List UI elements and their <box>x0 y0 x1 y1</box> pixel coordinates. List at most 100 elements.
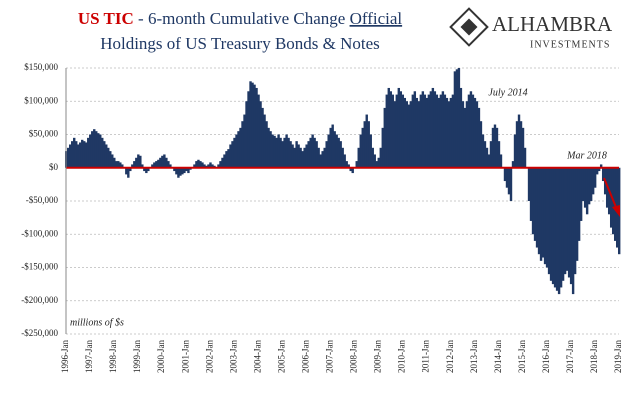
bar <box>297 144 300 168</box>
annotation: millions of $s <box>70 317 124 328</box>
bar <box>235 134 238 168</box>
bar <box>465 101 469 168</box>
bar <box>535 167 539 248</box>
bar <box>113 157 116 168</box>
bar <box>263 114 266 168</box>
bar <box>351 167 354 174</box>
bar <box>343 154 346 168</box>
bar <box>541 167 545 258</box>
bar <box>253 84 256 168</box>
bar <box>315 141 318 168</box>
bar <box>529 167 533 221</box>
bar <box>245 101 248 168</box>
bar <box>459 87 463 168</box>
bar <box>383 107 386 168</box>
bar <box>375 161 378 168</box>
bar <box>145 167 148 174</box>
bar <box>419 94 423 168</box>
bar <box>269 131 272 168</box>
bar <box>591 167 595 195</box>
bar <box>497 141 501 168</box>
bar <box>451 94 455 168</box>
bar <box>563 167 567 275</box>
bar <box>389 91 392 168</box>
bar <box>219 161 222 168</box>
bar <box>489 141 493 168</box>
bar <box>521 127 525 168</box>
x-tick-label: 2018-Jan <box>589 340 599 373</box>
bar <box>167 161 170 168</box>
bar <box>313 137 316 168</box>
x-tick-label: 2010-Jan <box>397 340 407 373</box>
bar <box>367 121 370 168</box>
bar <box>455 69 459 168</box>
bar <box>241 121 244 168</box>
bar <box>229 144 232 168</box>
logo-name: ALHAMBRA <box>492 12 613 36</box>
bar <box>127 167 130 178</box>
bar <box>579 167 583 221</box>
bar <box>121 164 124 168</box>
bar <box>291 144 294 168</box>
bar <box>93 129 96 168</box>
bar <box>331 124 334 168</box>
bar <box>447 101 451 168</box>
bar <box>307 141 310 168</box>
y-tick-label: -$50,000 <box>26 195 59 205</box>
bar <box>491 127 495 168</box>
bar <box>265 121 268 168</box>
bar <box>349 167 352 172</box>
x-tick-label: 2014-Jan <box>493 340 503 373</box>
bar <box>371 147 374 168</box>
bar <box>557 167 561 295</box>
bar <box>441 91 445 168</box>
x-tick-label: 2012-Jan <box>445 340 455 373</box>
bar <box>469 91 473 168</box>
bar <box>439 94 443 168</box>
bar <box>87 137 90 168</box>
chart-title: US TIC - 6-month Cumulative Change Offic… <box>78 9 403 28</box>
bar <box>363 121 366 168</box>
bar <box>595 167 599 175</box>
bar <box>193 164 196 168</box>
bar <box>197 159 200 168</box>
bar <box>169 164 172 168</box>
bar <box>317 147 320 168</box>
bar <box>347 164 350 168</box>
bar <box>279 137 282 168</box>
bar <box>187 167 190 174</box>
annotation: Mar 2018 <box>566 150 607 161</box>
bar <box>545 167 549 268</box>
title-highlight: US TIC <box>78 9 134 28</box>
bar <box>159 157 162 168</box>
bar <box>163 154 166 168</box>
bar <box>561 167 565 281</box>
bar <box>243 114 246 168</box>
bar <box>179 167 182 176</box>
bar <box>251 82 254 168</box>
x-tick-label: 2007-Jan <box>325 340 335 373</box>
bar <box>493 124 497 168</box>
bar <box>277 134 280 168</box>
bar <box>599 164 603 168</box>
bar <box>337 137 340 168</box>
bar <box>481 134 485 168</box>
y-tick-label: $0 <box>49 162 59 172</box>
bar <box>533 167 537 241</box>
bar <box>105 144 108 168</box>
bar <box>335 134 338 168</box>
bar <box>405 101 409 168</box>
chart-subtitle: Holdings of US Treasury Bonds & Notes <box>100 34 380 53</box>
bar <box>479 121 483 168</box>
bar <box>327 134 330 168</box>
title-text: - 6-month Cumulative Change <box>138 9 345 28</box>
bar <box>85 142 88 168</box>
x-tick-label: 2000-Jan <box>156 340 166 373</box>
x-tick-label: 1996-Jan <box>60 340 70 373</box>
bar <box>341 147 344 168</box>
bar <box>399 91 403 168</box>
x-tick-label: 2011-Jan <box>421 340 431 373</box>
bar <box>373 154 376 168</box>
bar <box>503 167 507 182</box>
